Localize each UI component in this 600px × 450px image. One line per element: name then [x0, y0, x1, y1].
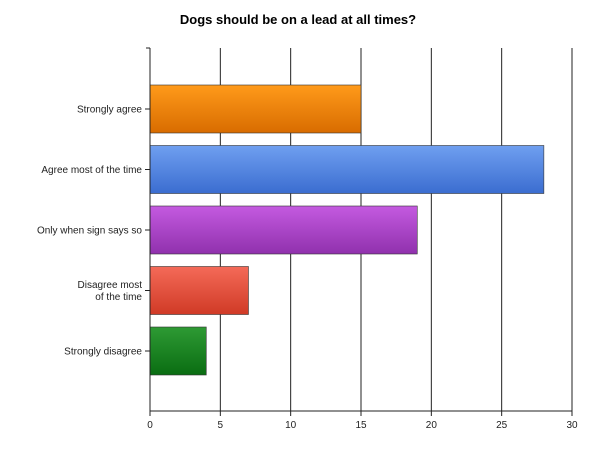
category-label: Disagree most of the time [78, 280, 143, 303]
x-tick-labels: 0 5 10 15 20 25 30 [147, 420, 578, 431]
category-label: Strongly agree [77, 105, 142, 116]
x-tick-label: 5 [218, 420, 224, 431]
axes [145, 47, 573, 416]
bar [149, 84, 362, 134]
x-tick-label: 10 [285, 420, 297, 431]
bar [149, 266, 249, 315]
category-labels: Strongly agree Agree most of the time Only… [37, 105, 142, 358]
chart-title: Dogs should be on a lead at all times? [180, 12, 416, 27]
x-tick-label: 0 [147, 420, 153, 431]
bar [149, 326, 207, 376]
bar [149, 205, 418, 255]
bars [149, 84, 545, 376]
category-label: Agree most of the time [41, 165, 142, 176]
x-tick-label: 30 [566, 420, 578, 431]
category-label: Strongly disagree [64, 347, 142, 358]
x-tick-label: 25 [496, 420, 508, 431]
category-label: Only when sign says so [37, 226, 142, 237]
x-tick-label: 20 [426, 420, 438, 431]
x-tick-label: 15 [355, 420, 367, 431]
bar [149, 145, 545, 194]
